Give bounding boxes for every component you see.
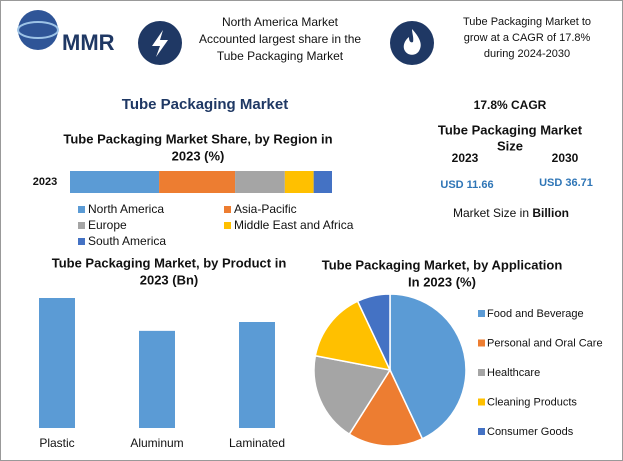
flame-shape <box>403 29 421 55</box>
note: Market Size in <box>453 206 529 220</box>
bar-segment <box>284 171 314 193</box>
pie-slice <box>313 354 392 436</box>
legend-label: North America <box>88 202 164 216</box>
highlight-text: grow at a CAGR of 17.8% <box>464 32 591 44</box>
highlight-text: Tube Packaging Market to <box>463 16 591 28</box>
pie-slice <box>356 293 391 371</box>
summary-heading: Size <box>497 138 523 153</box>
chart-title: Tube Packaging Market, by Application <box>322 257 563 272</box>
bar <box>139 330 175 428</box>
legend-swatch <box>78 222 85 229</box>
legend-swatch <box>478 398 485 406</box>
bar-segment <box>313 171 332 193</box>
unit: Billion <box>532 206 569 220</box>
highlight-text: during 2024-2030 <box>484 48 570 60</box>
logo-globe <box>18 10 58 50</box>
x-tick-label: Plastic <box>39 436 74 450</box>
legend-swatch <box>78 238 85 245</box>
legend-label: Personal and Oral Care <box>487 337 603 349</box>
legend-label: Healthcare <box>487 367 540 379</box>
cagr: 17.8% CAGR <box>474 98 547 112</box>
bar-segment <box>235 171 285 193</box>
logo: MMR <box>17 10 115 55</box>
logo-orbit <box>17 21 59 39</box>
chart-title: 2023 (%) <box>172 148 225 163</box>
chart-title: In 2023 (%) <box>408 274 476 289</box>
logo-text: MMR <box>62 30 115 55</box>
year: 2023 <box>452 151 479 165</box>
category-label: 2023 <box>33 176 57 188</box>
bar <box>39 298 75 428</box>
highlight-text: Accounted largest share in the <box>199 32 361 46</box>
chart-title: 2023 (Bn) <box>140 272 199 287</box>
bolt-shape <box>152 30 168 57</box>
summary-heading: Tube Packaging Market <box>438 122 583 137</box>
highlight-text: Tube Packaging Market <box>217 49 344 63</box>
pie-slice <box>348 368 424 447</box>
market-size: USD 11.66 <box>440 179 493 191</box>
pie-slice <box>389 293 467 440</box>
legend-label: Europe <box>88 218 127 232</box>
chart-title: Tube Packaging Market, by Product in <box>52 255 287 270</box>
legend-swatch <box>78 206 85 213</box>
legend-label: Cleaning Products <box>487 396 577 408</box>
main-title: Tube Packaging Market <box>122 96 288 113</box>
legend-swatch <box>478 310 485 317</box>
year: 2030 <box>552 151 579 165</box>
legend-swatch <box>224 222 231 229</box>
bar-segment <box>70 171 160 193</box>
legend-swatch <box>478 369 485 376</box>
legend-swatch <box>478 428 485 435</box>
legend-label: Consumer Goods <box>487 426 574 438</box>
market-size: USD 36.71 <box>539 177 593 189</box>
bar-segment <box>159 171 236 193</box>
pie-slice <box>314 300 392 372</box>
chart-title: Tube Packaging Market Share, by Region i… <box>63 131 332 146</box>
legend-label: Food and Beverage <box>487 308 584 320</box>
legend-label: Middle East and Africa <box>234 218 354 232</box>
legend-label: Asia-Pacific <box>234 202 297 216</box>
legend-label: South America <box>88 234 166 248</box>
x-tick-label: Laminated <box>229 436 285 450</box>
legend-swatch <box>224 206 231 213</box>
x-tick-label: Aluminum <box>130 436 183 450</box>
size-note: Market Size in Billion <box>453 206 569 220</box>
bar <box>239 322 275 428</box>
highlight-text: North America Market <box>222 15 339 29</box>
legend-swatch <box>478 339 485 347</box>
